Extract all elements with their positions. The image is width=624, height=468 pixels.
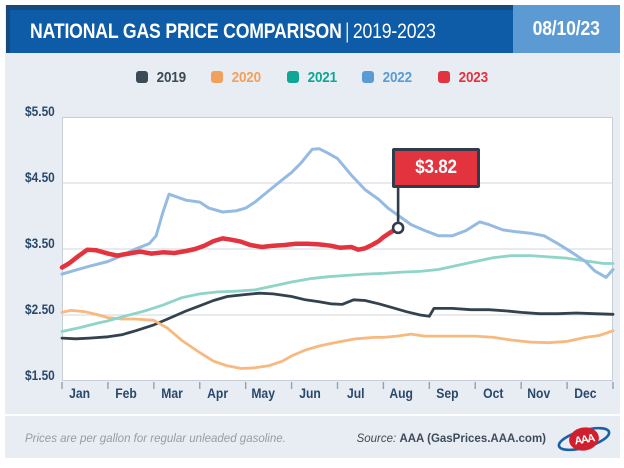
legend-label-2023: 2023: [458, 68, 488, 86]
y-tick-label: $5.50: [25, 104, 55, 119]
aaa-logo: AAA: [557, 426, 611, 451]
callout-marker: [391, 221, 405, 235]
legend-label-2021: 2021: [307, 68, 337, 86]
series-line-2019: [60, 291, 615, 341]
chart-plot: [59, 117, 615, 389]
footer-divider: [5, 414, 620, 416]
x-tick-label: Apr: [207, 386, 229, 401]
page-title: NATIONAL GAS PRICE COMPARISON | 2019-2023: [30, 20, 436, 44]
legend-label-2022: 2022: [382, 68, 413, 86]
series-line-2020: [60, 308, 615, 370]
x-tick-label: Jun: [298, 386, 321, 401]
legend-item-2023: 2023: [437, 68, 490, 86]
title-main: NATIONAL GAS PRICE COMPARISON: [30, 19, 342, 43]
legend-label-2020: 2020: [231, 68, 262, 86]
legend-item-2020: 2020: [211, 69, 263, 86]
aaa-logo-oval: [569, 426, 599, 451]
date-badge: 08/10/23: [512, 5, 620, 53]
legend-swatch-2023: [437, 71, 450, 83]
series-line-2022: [60, 147, 615, 279]
footer: Prices are per gallon for regular unlead…: [5, 419, 620, 458]
series-line-2021: [60, 254, 615, 333]
y-tick-label: $3.50: [25, 236, 55, 251]
chart-legend: 2019 2020 2021 2022 2023: [5, 65, 620, 89]
source-label: Source:: [356, 432, 397, 445]
x-tick-label: Jan: [69, 386, 91, 401]
legend-item-2022: 2022: [362, 69, 414, 86]
title-separator: |: [345, 19, 350, 43]
price-callout-value: $3.82: [414, 157, 457, 178]
source-text: Source: AAA (GasPrices.AAA.com): [357, 433, 546, 445]
legend-item-2021: 2021: [286, 68, 339, 86]
legend-item-2019: 2019: [135, 68, 188, 86]
y-tick-label: $4.50: [25, 170, 55, 185]
x-tick-label: Dec: [573, 386, 597, 401]
legend-swatch-2021: [286, 71, 299, 83]
x-tick-label: Oct: [483, 386, 504, 401]
aaa-logo-text: AAA: [574, 432, 597, 447]
x-tick-label: May: [251, 386, 276, 401]
chart-region: $5.50 $4.50 $3.50 $2.50 $1.50 Jan Feb Mar Apr Ma…: [5, 5, 620, 415]
legend-swatch-2022: [362, 71, 375, 83]
header-title-band: NATIONAL GAS PRICE COMPARISON | 2019-2023: [6, 5, 513, 53]
legend-swatch-2020: [211, 71, 224, 83]
x-tick-label: Mar: [160, 386, 183, 401]
x-tick-label: Aug: [389, 386, 414, 401]
x-tick-label: Jul: [346, 386, 365, 401]
series-line-2023: [59, 225, 401, 270]
date-text: 08/10/23: [532, 17, 601, 40]
header: NATIONAL GAS PRICE COMPARISON | 2019-2023 …: [6, 5, 620, 53]
y-tick-label: $1.50: [25, 368, 55, 383]
infographic-canvas: NATIONAL GAS PRICE COMPARISON | 2019-2023 …: [5, 5, 620, 458]
legend-label-2019: 2019: [156, 68, 186, 86]
source-value: AAA (GasPrices.AAA.com): [399, 432, 546, 445]
x-tick-label: Feb: [115, 386, 137, 401]
x-tick-label: Nov: [527, 386, 551, 401]
footer-note: Prices are per gallon for regular unlead…: [25, 432, 286, 445]
x-tick-label: Sep: [436, 386, 459, 401]
title-year-range: 2019-2023: [352, 19, 436, 43]
y-tick-label: $2.50: [25, 302, 55, 317]
price-callout-flag: $3.82: [391, 148, 480, 188]
legend-swatch-2019: [135, 71, 148, 83]
